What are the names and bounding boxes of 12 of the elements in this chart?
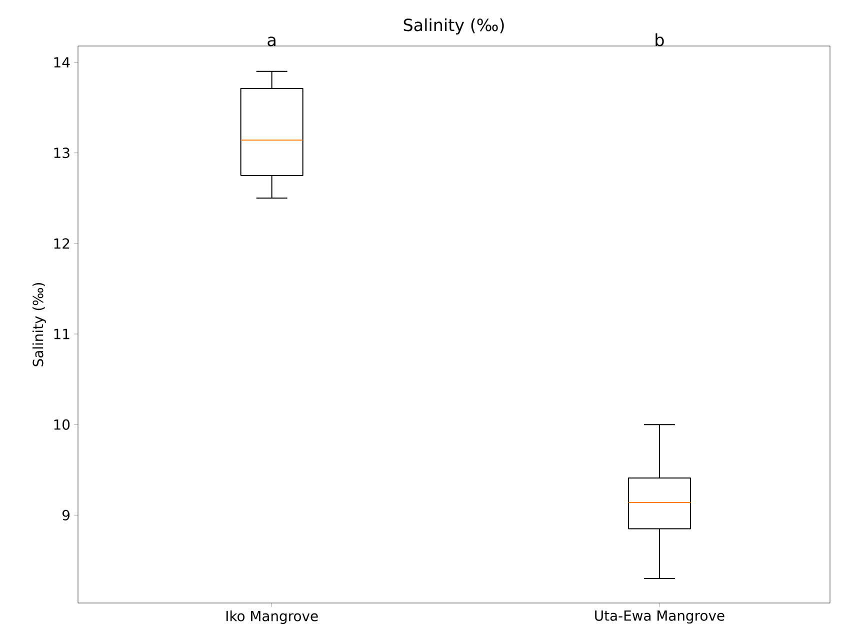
annotation: a [268,36,276,46]
y-tick-label: 14 [54,57,70,68]
x-tick-label: Iko Mangrove [226,610,318,624]
y-tick-label: 11 [54,328,70,340]
x-tick-label: Uta-Ewa Mangrove [595,610,724,624]
y-tick-label: 9 [62,510,70,520]
chart-title: Salinity (‰) [404,18,504,34]
y-axis-title: Salinity (‰) [32,283,46,366]
annotation: b [656,33,664,46]
y-tick-label: 13 [54,148,70,158]
y-tick-label: 10 [54,419,70,430]
y-tick-label: 12 [54,238,70,249]
